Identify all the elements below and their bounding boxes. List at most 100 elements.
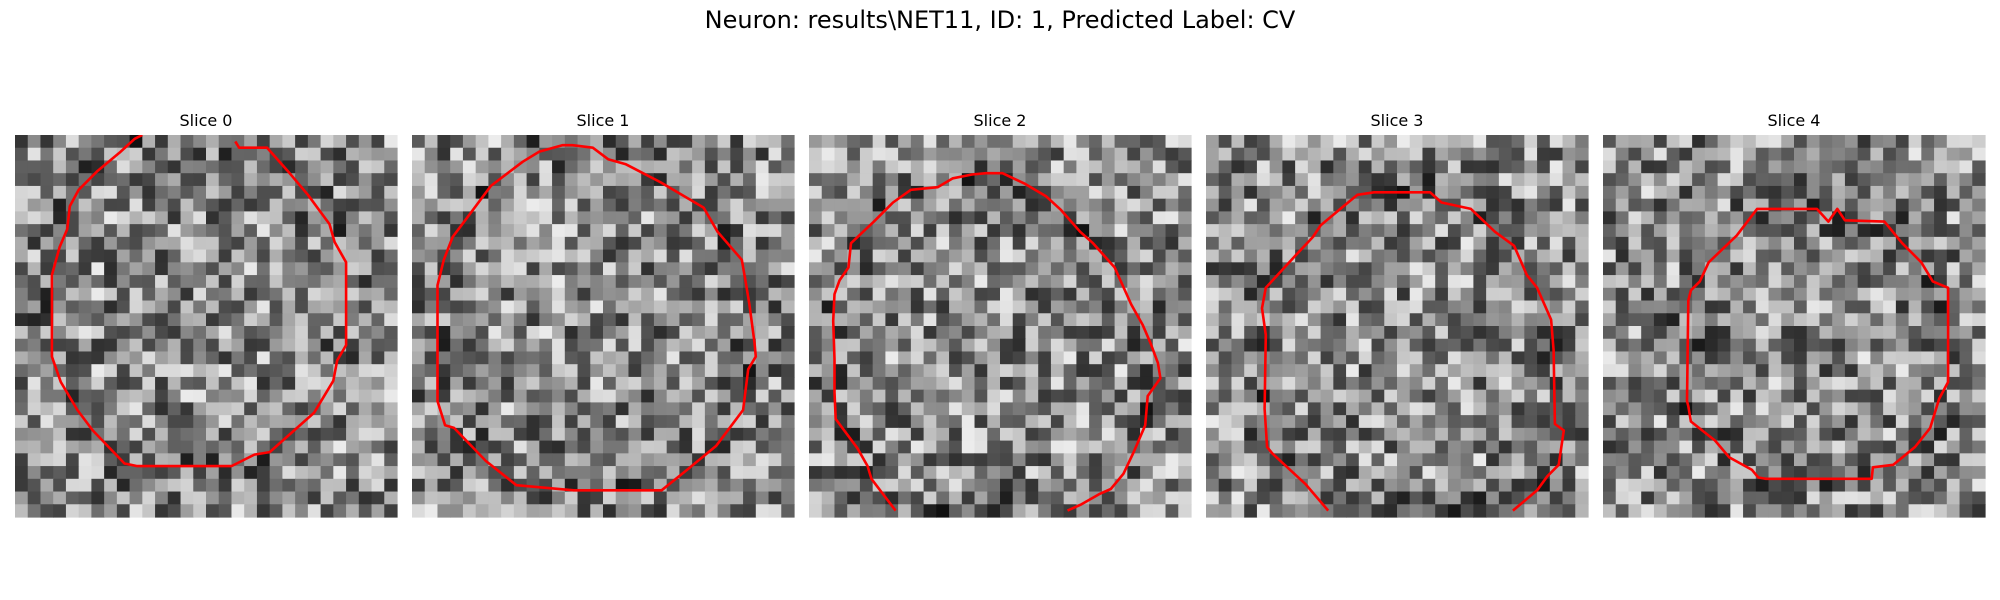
image-pixel bbox=[781, 478, 795, 493]
image-pixel bbox=[1089, 364, 1103, 378]
image-pixel bbox=[231, 224, 245, 238]
image-pixel bbox=[1165, 376, 1179, 391]
image-pixel bbox=[206, 198, 220, 212]
image-pixel bbox=[1076, 262, 1090, 276]
image-pixel bbox=[1460, 135, 1474, 149]
image-pixel bbox=[1152, 478, 1167, 493]
image-pixel bbox=[513, 236, 528, 251]
image-pixel bbox=[231, 478, 245, 493]
image-pixel bbox=[1346, 135, 1360, 149]
image-pixel bbox=[1653, 236, 1668, 251]
image-pixel bbox=[53, 478, 67, 493]
image-pixel bbox=[1127, 415, 1141, 429]
image-pixel bbox=[1269, 173, 1283, 187]
image-pixel bbox=[1038, 236, 1052, 251]
image-pixel bbox=[15, 236, 29, 251]
image-pixel bbox=[1666, 466, 1680, 480]
image-pixel bbox=[1921, 287, 1935, 302]
image-pixel bbox=[704, 453, 719, 467]
image-pixel bbox=[167, 287, 182, 302]
image-pixel bbox=[768, 198, 782, 212]
image-pixel bbox=[1870, 478, 1884, 493]
image-pixel bbox=[768, 173, 782, 187]
image-pixel bbox=[91, 262, 105, 276]
image-pixel bbox=[193, 313, 207, 327]
image-pixel bbox=[1511, 466, 1525, 480]
image-pixel bbox=[755, 415, 770, 429]
image-pixel bbox=[346, 338, 360, 353]
image-pixel bbox=[1615, 173, 1630, 187]
image-pixel bbox=[218, 147, 233, 162]
image-pixel bbox=[743, 338, 757, 353]
image-pixel bbox=[295, 262, 309, 276]
image-pixel bbox=[577, 351, 591, 365]
image-pixel bbox=[167, 185, 182, 200]
image-pixel bbox=[1692, 147, 1706, 162]
image-pixel bbox=[412, 466, 426, 480]
image-pixel bbox=[653, 236, 668, 251]
image-pixel bbox=[1921, 224, 1935, 238]
image-pixel bbox=[974, 389, 988, 403]
image-pixel bbox=[1883, 236, 1897, 251]
image-pixel bbox=[590, 287, 604, 302]
image-pixel bbox=[1972, 198, 1986, 212]
image-pixel bbox=[1012, 364, 1027, 378]
image-pixel bbox=[717, 440, 731, 454]
image-pixel bbox=[1524, 351, 1538, 365]
image-pixel bbox=[462, 147, 477, 162]
image-pixel bbox=[974, 326, 988, 340]
image-pixel bbox=[206, 211, 220, 225]
image-pixel bbox=[949, 402, 963, 416]
image-pixel bbox=[1295, 287, 1309, 302]
image-pixel bbox=[755, 287, 770, 302]
image-pixel bbox=[1460, 300, 1474, 314]
image-pixel bbox=[1730, 415, 1744, 429]
image-pixel bbox=[641, 275, 655, 289]
image-pixel bbox=[949, 198, 963, 212]
image-pixel bbox=[987, 185, 1001, 200]
image-pixel bbox=[936, 402, 950, 416]
image-pixel bbox=[1076, 287, 1090, 302]
image-pixel bbox=[167, 427, 182, 442]
image-pixel bbox=[1473, 351, 1487, 365]
image-pixel bbox=[1447, 427, 1462, 442]
image-pixel bbox=[1384, 224, 1398, 238]
image-pixel bbox=[1063, 275, 1077, 289]
image-pixel bbox=[40, 160, 54, 174]
image-pixel bbox=[1692, 402, 1706, 416]
image-pixel bbox=[809, 236, 823, 251]
image-pixel bbox=[462, 249, 477, 263]
image-pixel bbox=[488, 453, 502, 467]
image-pixel bbox=[1346, 300, 1360, 314]
image-pixel bbox=[1206, 326, 1220, 340]
image-pixel bbox=[167, 275, 182, 289]
image-pixel bbox=[847, 376, 861, 391]
image-pixel bbox=[1524, 364, 1538, 378]
image-pixel bbox=[834, 389, 848, 403]
image-pixel bbox=[1628, 224, 1642, 238]
image-pixel bbox=[590, 313, 604, 327]
image-pixel bbox=[1050, 262, 1065, 276]
image-pixel bbox=[1384, 287, 1398, 302]
image-pixel bbox=[692, 351, 706, 365]
image-pixel bbox=[936, 313, 950, 327]
image-pixel bbox=[1422, 389, 1436, 403]
image-pixel bbox=[1603, 313, 1617, 327]
image-pixel bbox=[1384, 313, 1398, 327]
image-pixel bbox=[1127, 249, 1141, 263]
image-pixel bbox=[641, 262, 655, 276]
image-pixel bbox=[809, 300, 823, 314]
image-pixel bbox=[1908, 491, 1922, 505]
image-pixel bbox=[1806, 415, 1821, 429]
image-pixel bbox=[15, 478, 29, 493]
image-pixel bbox=[1269, 351, 1283, 365]
image-pixel bbox=[15, 173, 29, 187]
image-pixel bbox=[641, 453, 655, 467]
image-pixel bbox=[1140, 275, 1154, 289]
image-pixel bbox=[936, 300, 950, 314]
image-pixel bbox=[65, 491, 80, 505]
image-pixel bbox=[1371, 415, 1385, 429]
image-pixel bbox=[1692, 440, 1706, 454]
image-pixel bbox=[1114, 504, 1128, 518]
image-pixel bbox=[1844, 326, 1859, 340]
